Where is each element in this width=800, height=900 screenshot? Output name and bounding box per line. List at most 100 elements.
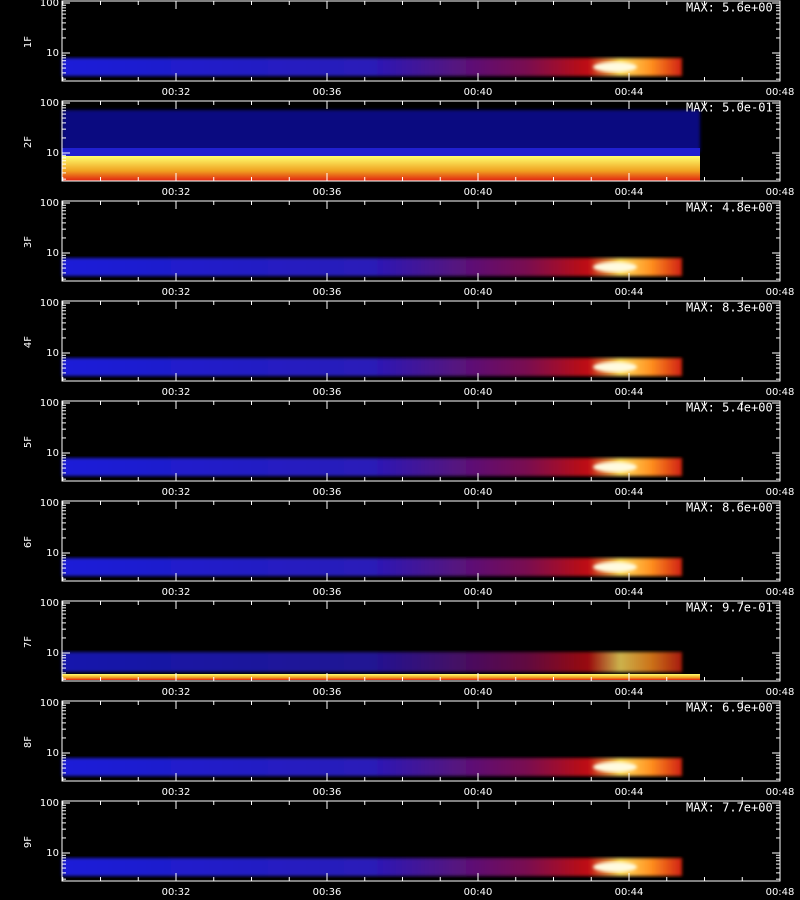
band: [62, 652, 682, 672]
x-tick-label: 00:32: [162, 87, 191, 98]
x-tick-label: 00:32: [162, 487, 191, 498]
x-tick-label: 00:44: [615, 887, 644, 898]
x-tick-label: 00:40: [464, 87, 493, 98]
hot-spot: [593, 262, 637, 272]
x-tick-label: 00:44: [615, 487, 644, 498]
band: [62, 58, 682, 76]
x-tick-label: 00:48: [766, 887, 795, 898]
x-tick-label: 00:32: [162, 787, 191, 798]
x-tick-label: 00:36: [313, 887, 342, 898]
x-tick-label: 00:48: [766, 687, 795, 698]
y-tick-label: 10: [46, 648, 59, 659]
max-label: MAX: 9.7e-01: [686, 601, 773, 615]
y-tick-label: 10: [46, 848, 59, 859]
plot-frame: [61, 200, 781, 282]
x-tick-label: 00:36: [313, 587, 342, 598]
max-label: MAX: 8.6e+00: [686, 501, 773, 515]
y-tick-label: 10: [46, 148, 59, 159]
hot-spot: [593, 562, 637, 572]
band-low: [62, 674, 700, 680]
max-label: MAX: 8.3e+00: [686, 301, 773, 315]
plot-frame: [61, 0, 781, 82]
max-label: MAX: 5.6e+00: [686, 1, 773, 15]
x-tick-label: 00:40: [464, 487, 493, 498]
x-tick-label: 00:44: [615, 187, 644, 198]
x-tick-label: 00:36: [313, 787, 342, 798]
x-tick-label: 00:40: [464, 387, 493, 398]
panel-label: 5F: [23, 436, 34, 448]
panel-label: 1F: [23, 36, 34, 48]
x-tick-label: 00:44: [615, 87, 644, 98]
band: [62, 558, 682, 576]
x-tick-label: 00:48: [766, 87, 795, 98]
max-label: MAX: 4.8e+00: [686, 201, 773, 215]
panel-label: 3F: [23, 236, 34, 248]
y-tick-label: 100: [40, 398, 59, 409]
y-tick-label: 10: [46, 448, 59, 459]
band: [62, 358, 682, 376]
band-low: [62, 156, 700, 181]
max-label: MAX: 5.4e+00: [686, 401, 773, 415]
x-tick-label: 00:40: [464, 187, 493, 198]
max-label: MAX: 7.7e+00: [686, 801, 773, 815]
x-tick-label: 00:48: [766, 587, 795, 598]
y-tick-label: 10: [46, 548, 59, 559]
y-tick-label: 100: [40, 598, 59, 609]
x-tick-label: 00:32: [162, 287, 191, 298]
x-tick-label: 00:48: [766, 787, 795, 798]
y-tick-label: 100: [40, 0, 59, 9]
x-tick-label: 00:48: [766, 487, 795, 498]
hot-spot: [593, 362, 637, 372]
y-tick-label: 100: [40, 298, 59, 309]
band: [62, 858, 682, 876]
panel-label: 4F: [23, 336, 34, 348]
plot-frame: [61, 600, 781, 682]
max-label: MAX: 6.9e+00: [686, 701, 773, 715]
x-tick-label: 00:40: [464, 287, 493, 298]
panel-label: 8F: [23, 736, 34, 748]
band: [62, 458, 682, 476]
panel-label: 6F: [23, 536, 34, 548]
hot-spot: [593, 762, 637, 772]
x-tick-label: 00:36: [313, 387, 342, 398]
band: [62, 258, 682, 276]
x-tick-label: 00:40: [464, 687, 493, 698]
x-tick-label: 00:44: [615, 587, 644, 598]
x-tick-label: 00:36: [313, 287, 342, 298]
panel-label: 2F: [23, 136, 34, 148]
plot-frame: [61, 500, 781, 582]
x-tick-label: 00:48: [766, 287, 795, 298]
x-tick-label: 00:44: [615, 387, 644, 398]
plot-frame: [61, 700, 781, 782]
x-tick-label: 00:44: [615, 787, 644, 798]
x-tick-label: 00:36: [313, 487, 342, 498]
y-tick-label: 10: [46, 748, 59, 759]
hot-spot: [593, 862, 637, 872]
x-tick-label: 00:44: [615, 287, 644, 298]
y-tick-label: 100: [40, 798, 59, 809]
x-tick-label: 00:36: [313, 87, 342, 98]
x-tick-label: 00:48: [766, 387, 795, 398]
plot-frame: [61, 300, 781, 382]
x-tick-label: 00:32: [162, 187, 191, 198]
y-tick-label: 100: [40, 98, 59, 109]
y-tick-label: 100: [40, 198, 59, 209]
panel-label: 9F: [23, 836, 34, 848]
hot-spot: [593, 62, 637, 72]
max-label: MAX: 5.0e-01: [686, 101, 773, 115]
x-tick-label: 00:48: [766, 187, 795, 198]
y-tick-label: 10: [46, 248, 59, 259]
x-tick-label: 00:32: [162, 387, 191, 398]
x-tick-label: 00:36: [313, 187, 342, 198]
panel-label: 7F: [23, 636, 34, 648]
band-high: [62, 110, 700, 152]
x-tick-label: 00:40: [464, 587, 493, 598]
plot-frame: [61, 100, 781, 182]
y-tick-label: 100: [40, 698, 59, 709]
x-tick-label: 00:32: [162, 687, 191, 698]
plot-frame: [61, 400, 781, 482]
band: [62, 758, 682, 776]
y-tick-label: 100: [40, 498, 59, 509]
hot-spot: [593, 462, 637, 472]
